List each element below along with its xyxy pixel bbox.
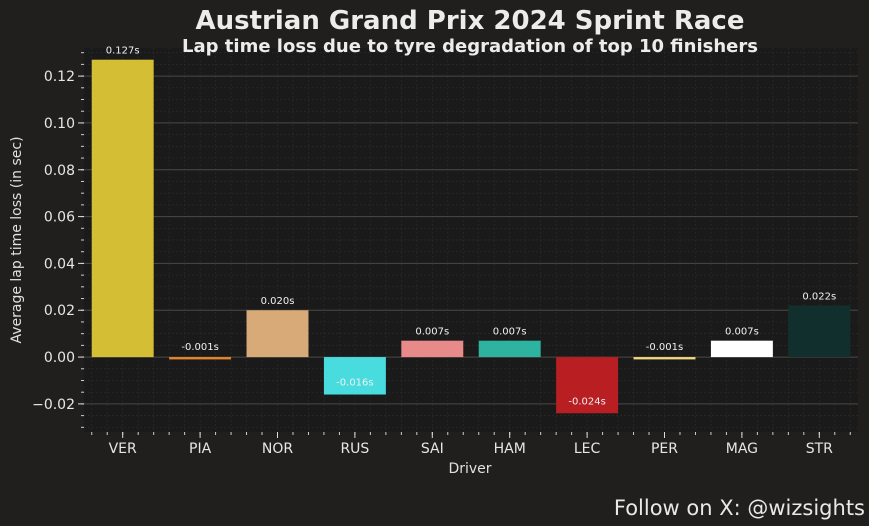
- x-tick-label: HAM: [494, 441, 526, 457]
- y-tick-label: 0.08: [44, 163, 75, 179]
- grid: [84, 48, 858, 432]
- x-tick-label: VER: [109, 441, 137, 457]
- x-axis-label: Driver: [448, 461, 491, 477]
- bar-str: [788, 305, 851, 358]
- y-tick-label: 0.12: [44, 69, 75, 85]
- bar-ham: [478, 340, 541, 358]
- x-axis: VER PIA NOR RUS SAI HAM LEC PER MAG STR: [91, 432, 851, 457]
- data-label: -0.024s: [568, 396, 605, 407]
- y-tick-label: −0.02: [32, 397, 75, 413]
- data-label: 0.127s: [106, 46, 140, 57]
- y-tick-label: 0.02: [44, 303, 75, 319]
- x-tick-label: MAG: [726, 441, 758, 457]
- bar-sai: [401, 340, 464, 358]
- y-tick-label: 0.06: [44, 210, 75, 226]
- x-tick-label: PER: [651, 441, 678, 457]
- bar-ver: [91, 59, 154, 358]
- bar-mag: [710, 340, 773, 358]
- x-tick-label: LEC: [574, 441, 601, 457]
- data-label: -0.001s: [181, 342, 218, 353]
- chart-subtitle: Lap time loss due to tyre degradation of…: [182, 36, 758, 57]
- y-axis-label: Average lap time loss (in sec): [9, 136, 25, 343]
- bar-rus: [323, 357, 386, 395]
- bar-lec: [556, 357, 619, 414]
- bar-pia: [169, 357, 232, 360]
- bar-nor: [246, 310, 309, 358]
- data-label: -0.001s: [646, 342, 683, 353]
- data-label: 0.020s: [261, 296, 295, 307]
- x-tick-label: STR: [806, 441, 833, 457]
- x-tick-label: RUS: [340, 441, 369, 457]
- chart-title: Austrian Grand Prix 2024 Sprint Race: [195, 6, 745, 36]
- y-tick-label: 0.04: [44, 256, 75, 272]
- data-label: 0.007s: [725, 327, 759, 338]
- x-tick-label: NOR: [262, 441, 293, 457]
- data-label: 0.022s: [802, 292, 836, 303]
- y-tick-label: 0.00: [44, 350, 75, 366]
- data-labels: 0.127s -0.001s 0.020s -0.016s 0.007s 0.007s -0…: [106, 46, 836, 408]
- y-axis: −0.02 0.00 0.02 0.04 0.06 0.08 0.10 0.12: [32, 52, 84, 428]
- x-tick-label: SAI: [421, 441, 444, 457]
- bars: [91, 59, 851, 414]
- bar-per: [633, 357, 696, 360]
- footer-credit: Follow on X: @wizsights: [613, 496, 865, 520]
- data-label: 0.007s: [415, 327, 449, 338]
- data-label: -0.016s: [336, 378, 373, 389]
- y-tick-label: 0.10: [44, 116, 75, 132]
- data-label: 0.007s: [493, 327, 527, 338]
- x-tick-label: PIA: [189, 441, 212, 457]
